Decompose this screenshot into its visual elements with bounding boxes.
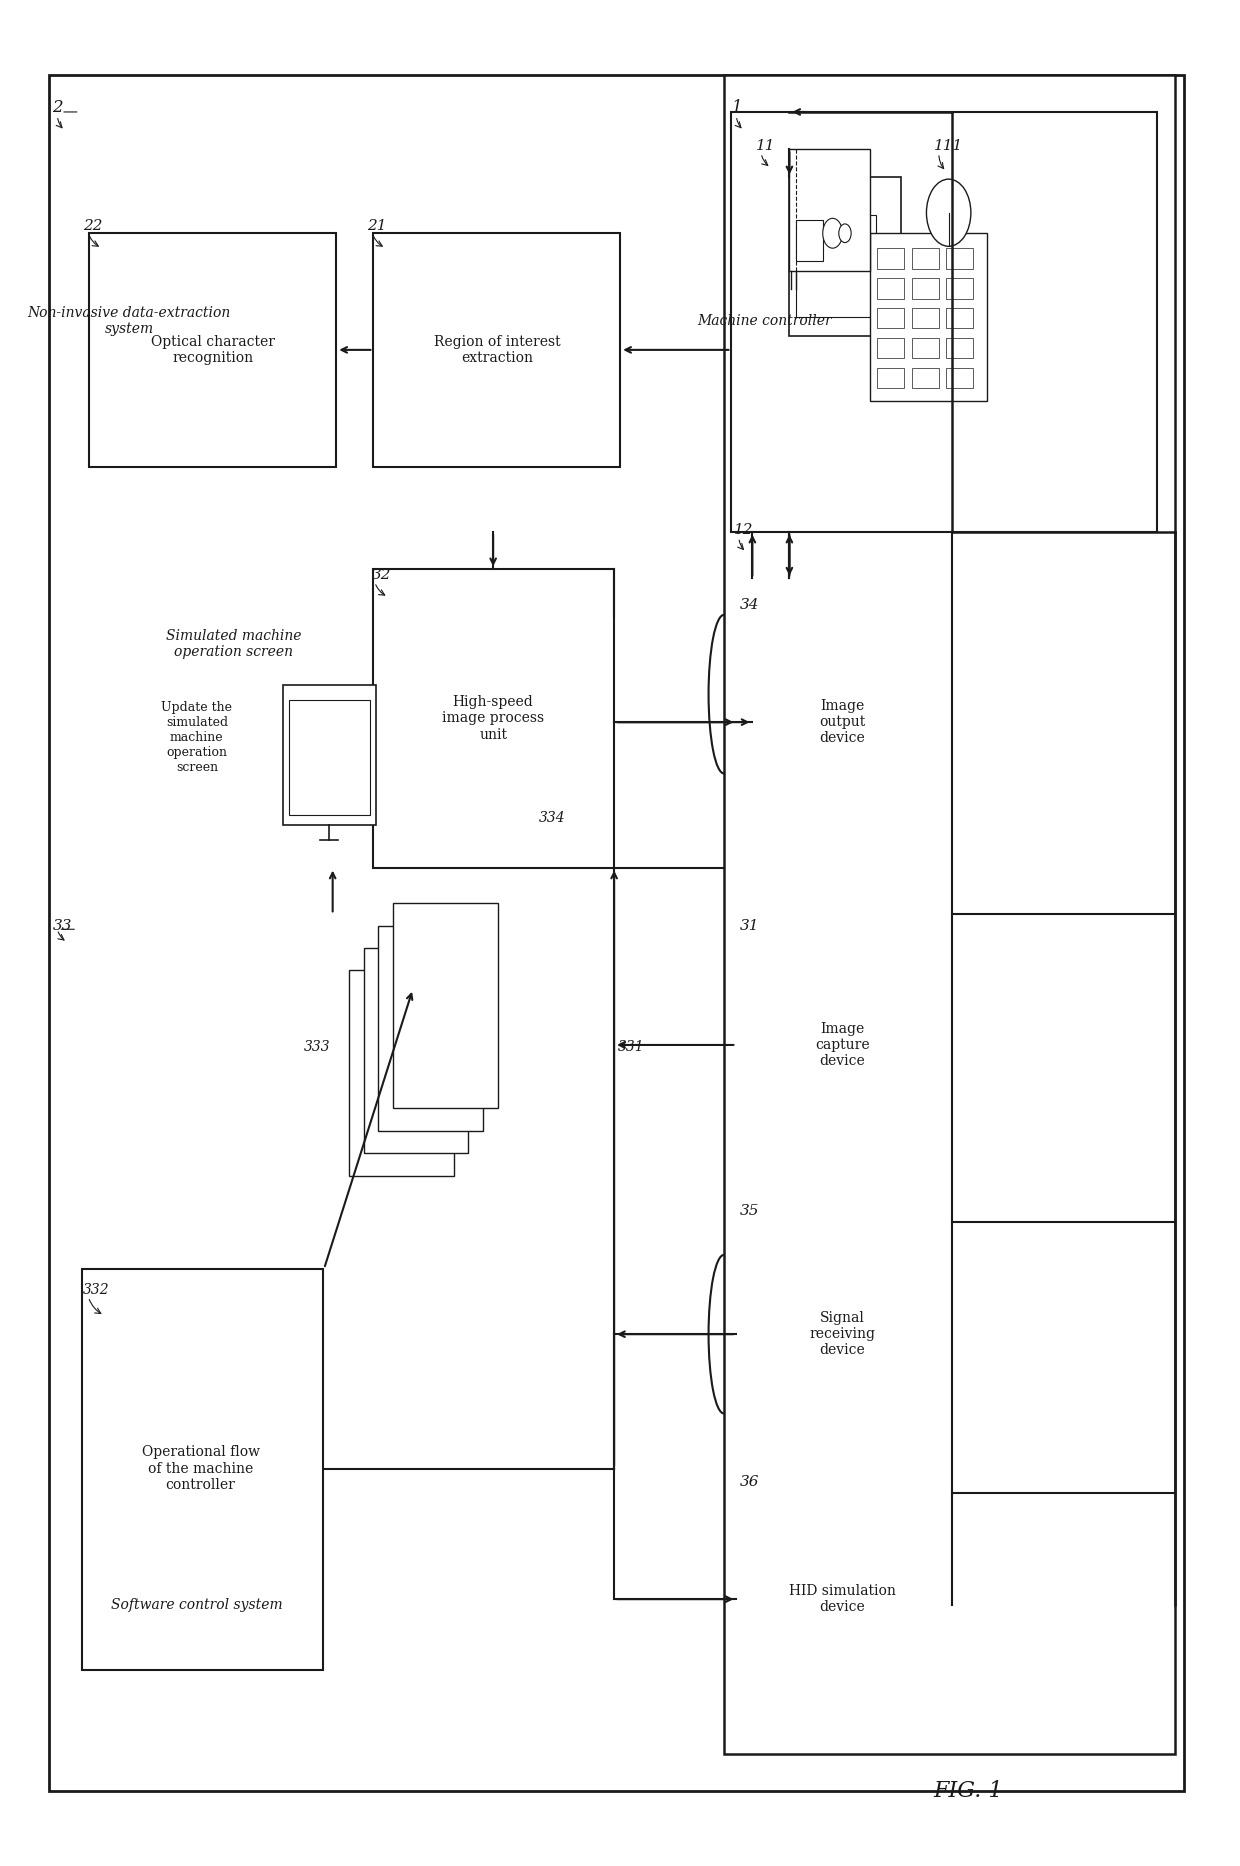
Text: 21: 21	[367, 218, 387, 233]
Bar	[363, 948, 469, 1153]
Bar	[877, 248, 904, 269]
Circle shape	[838, 224, 851, 243]
Bar	[877, 278, 904, 299]
Bar	[373, 569, 614, 868]
Text: 11: 11	[756, 138, 775, 153]
Text: Simulated machine
operation screen: Simulated machine operation screen	[166, 629, 301, 659]
Bar	[790, 177, 900, 336]
Text: 35: 35	[740, 1204, 760, 1218]
Bar	[877, 338, 904, 358]
Text: 36: 36	[740, 1474, 760, 1489]
Bar	[737, 578, 952, 868]
Text: 32: 32	[372, 567, 392, 582]
Bar	[877, 308, 904, 328]
Bar	[911, 308, 939, 328]
Text: High-speed
image process
unit: High-speed image process unit	[443, 696, 544, 741]
Bar	[373, 233, 620, 466]
Text: Software control system: Software control system	[112, 1597, 283, 1612]
Text: 333: 333	[304, 1039, 331, 1054]
Text: HID simulation
device: HID simulation device	[789, 1584, 897, 1614]
Bar	[82, 1269, 322, 1670]
Bar	[911, 278, 939, 299]
Text: 12: 12	[734, 522, 754, 537]
Bar	[737, 1493, 952, 1707]
Text: 34: 34	[740, 597, 760, 612]
Bar	[737, 914, 952, 1176]
Text: Region of interest
extraction: Region of interest extraction	[434, 334, 560, 366]
Text: 331: 331	[618, 1039, 645, 1054]
Text: 332: 332	[83, 1282, 110, 1297]
Bar	[946, 368, 973, 388]
Text: 31: 31	[740, 918, 760, 933]
Bar	[737, 1222, 952, 1446]
Bar	[348, 970, 454, 1176]
Bar	[724, 75, 1174, 1754]
Text: 33: 33	[52, 918, 72, 933]
Bar	[57, 914, 706, 1698]
Text: Image
capture
device: Image capture device	[815, 1023, 869, 1067]
Text: FIG. 1: FIG. 1	[934, 1780, 1003, 1803]
Circle shape	[926, 179, 971, 246]
Text: Machine controller: Machine controller	[697, 313, 832, 328]
Bar	[796, 215, 875, 317]
Bar	[57, 569, 706, 896]
Text: 22: 22	[83, 218, 103, 233]
Text: Non-invasive data-extraction
system: Non-invasive data-extraction system	[27, 306, 231, 336]
Bar	[911, 248, 939, 269]
Bar	[283, 685, 376, 825]
Bar	[378, 926, 484, 1131]
Bar	[911, 338, 939, 358]
Bar	[946, 248, 973, 269]
Text: Image
output
device: Image output device	[820, 700, 866, 745]
Bar	[877, 368, 904, 388]
Text: 1: 1	[732, 99, 742, 116]
Circle shape	[823, 218, 842, 248]
Bar	[946, 338, 973, 358]
Bar	[911, 368, 939, 388]
Bar	[89, 233, 336, 466]
Text: Operational flow
of the machine
controller: Operational flow of the machine controll…	[141, 1446, 259, 1491]
Bar	[869, 233, 987, 401]
Bar	[777, 131, 1049, 522]
Text: 334: 334	[539, 810, 565, 825]
Text: 111: 111	[934, 138, 963, 153]
Bar	[946, 308, 973, 328]
Bar	[393, 903, 498, 1108]
Bar	[289, 700, 370, 815]
Bar	[796, 220, 823, 261]
Bar	[57, 112, 706, 532]
Text: Update the
simulated
machine
operation
screen: Update the simulated machine operation s…	[161, 700, 232, 774]
Bar	[946, 278, 973, 299]
Bar	[790, 149, 869, 271]
Bar	[732, 112, 1157, 532]
Text: Signal
receiving
device: Signal receiving device	[810, 1312, 875, 1357]
Text: 2: 2	[52, 99, 63, 116]
Text: Optical character
recognition: Optical character recognition	[151, 334, 275, 366]
